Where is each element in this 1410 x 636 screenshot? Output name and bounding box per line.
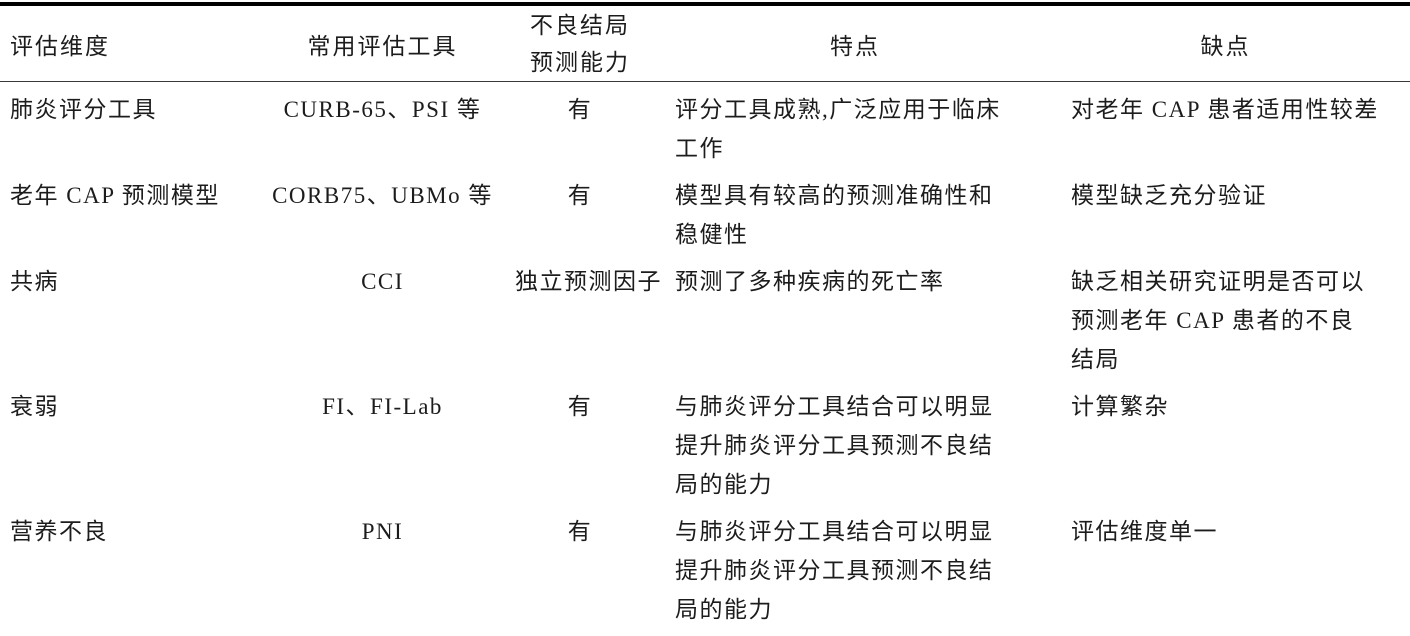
cell-tools: FI、FI-Lab	[322, 394, 443, 419]
table-row: 多维度评估 MPI 有 评估维度广 计算繁杂	[0, 629, 1410, 636]
column-header-dimension: 评估维度	[0, 4, 250, 82]
cell-drawbacks: 评估维度单一	[1071, 519, 1218, 544]
column-header-prediction-ability: 不良结局 预测能力	[515, 4, 645, 82]
cell-prediction-ability: 有	[567, 97, 593, 122]
cell-tools: PNI	[361, 519, 404, 544]
cell-features: 与肺炎评分工具结合可以明显 提升肺炎评分工具预测不良结 局的能力	[675, 394, 994, 497]
cell-tools: CORB75、UBMo 等	[272, 183, 493, 208]
cell-dimension: 多维度评估	[0, 629, 250, 636]
table-header-row: 评估维度 常用评估工具 不良结局 预测能力 特点 缺点	[0, 4, 1410, 82]
table-row: 共病 CCI 独立预测因子 预测了多种疾病的死亡率 缺乏相关研究证明是否可以 预…	[0, 254, 1410, 379]
cell-features: 评估维度广	[645, 629, 1065, 636]
column-header-tools: 常用评估工具	[250, 4, 515, 82]
cell-features: 预测了多种疾病的死亡率	[675, 269, 945, 294]
cell-features: 与肺炎评分工具结合可以明显 提升肺炎评分工具预测不良结 局的能力	[675, 519, 994, 622]
table-row: 老年 CAP 预测模型 CORB75、UBMo 等 有 模型具有较高的预测准确性…	[0, 168, 1410, 254]
cell-dimension: 衰弱	[10, 394, 59, 419]
cell-prediction-ability: 有	[567, 394, 593, 419]
cell-dimension: 共病	[10, 269, 59, 294]
cell-features: 模型具有较高的预测准确性和 稳健性	[675, 183, 994, 247]
cell-drawbacks: 对老年 CAP 患者适用性较差	[1071, 97, 1379, 122]
column-header-drawbacks: 缺点	[1065, 4, 1410, 82]
cell-tools: CCI	[361, 269, 404, 294]
cell-tools: MPI	[250, 629, 515, 636]
cell-prediction-ability: 有	[515, 629, 645, 636]
cell-dimension: 营养不良	[10, 519, 108, 544]
cell-prediction-ability: 有	[567, 183, 593, 208]
cell-dimension: 肺炎评分工具	[10, 97, 157, 122]
table-row: 营养不良 PNI 有 与肺炎评分工具结合可以明显 提升肺炎评分工具预测不良结 局…	[0, 504, 1410, 629]
column-header-features: 特点	[645, 4, 1065, 82]
cell-drawbacks: 模型缺乏充分验证	[1071, 183, 1267, 208]
table-row: 肺炎评分工具 CURB-65、PSI 等 有 评分工具成熟,广泛应用于临床 工作…	[0, 82, 1410, 169]
cell-drawbacks: 计算繁杂	[1071, 394, 1169, 419]
cell-prediction-ability: 独立预测因子	[515, 269, 662, 294]
cell-drawbacks: 缺乏相关研究证明是否可以 预测老年 CAP 患者的不良 结局	[1071, 269, 1365, 372]
cell-prediction-ability: 有	[567, 519, 593, 544]
cell-features: 评分工具成熟,广泛应用于临床 工作	[675, 97, 1001, 161]
cell-tools: CURB-65、PSI 等	[283, 97, 482, 122]
cell-drawbacks: 计算繁杂	[1065, 629, 1410, 636]
table-row: 衰弱 FI、FI-Lab 有 与肺炎评分工具结合可以明显 提升肺炎评分工具预测不…	[0, 379, 1410, 504]
cell-dimension: 老年 CAP 预测模型	[10, 183, 220, 208]
